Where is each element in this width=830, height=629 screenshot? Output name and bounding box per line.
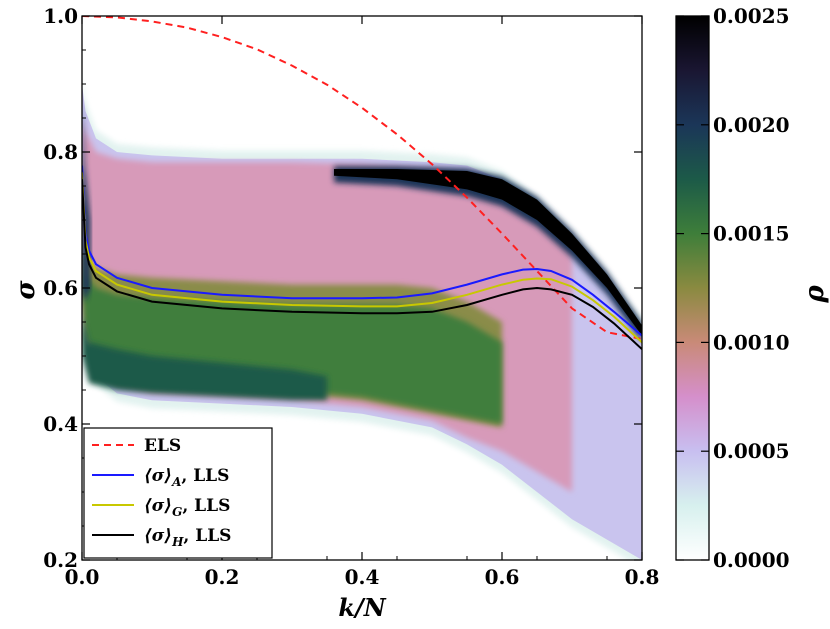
colorbar-tick-label: 0.0005 [713,439,790,463]
legend-label: ELS [144,436,181,456]
y-tick-label: 0.2 [43,548,78,572]
plot-area: 0.0 0.2 0.4 0.6 0.8 0.20.40.60.81.0 k/N σ [11,4,659,622]
density-heatmap [82,75,642,560]
legend-box [83,427,273,559]
x-tick-label: 0.0 [65,565,100,589]
series-line-0 [82,16,642,340]
colorbar-tick-label: 0.0015 [713,222,790,246]
series-line-2 [82,172,642,344]
colorbar-tick-label: 0.0010 [713,330,790,354]
y-tick-label: 0.4 [43,412,78,436]
legend: ELS ⟨σ⟩A, LLS ⟨σ⟩G, LLS ⟨σ⟩H, LLS [83,427,273,559]
x-axis-label: k/N [338,593,386,622]
legend-label: ⟨σ⟩G, LLS [144,496,230,519]
legend-label: ⟨σ⟩A, LLS [144,466,229,489]
colorbar-bar [675,15,710,561]
density-dark-green [82,315,327,401]
series-line-1 [82,165,642,337]
colorbar-label: ρ [800,285,830,304]
series-layer [82,16,642,350]
density-ridge [334,169,642,336]
y-axis: 0.2 0.4 0.6 0.8 1.0 [43,4,642,572]
legend-label: ⟨σ⟩H, LLS [144,526,231,549]
colorbar-tick-label: 0.0020 [713,113,790,137]
series-line-3 [82,179,642,350]
x-tick-label: 0.2 [205,565,240,589]
y-tick-label: 0.6 [43,276,78,300]
colorbar-tick-label: 0.0025 [713,4,790,28]
y-tick-label: 1.0 [43,4,78,28]
colorbar-ticks: 0.0000 0.0005 0.0010 0.0015 0.0020 0.0025 [676,4,790,572]
y-axis-label: σ [11,280,41,300]
colorbar-tick-label: 0.0000 [713,548,790,572]
colorbar: 0.0000 0.0005 0.0010 0.0015 0.0020 0.0025 ρ [675,4,830,572]
y-tick-label: 0.8 [43,140,78,164]
x-tick-label: 0.6 [485,565,520,589]
x-tick-label: 0.8 [625,565,660,589]
x-tick-label: 0.4 [345,565,380,589]
